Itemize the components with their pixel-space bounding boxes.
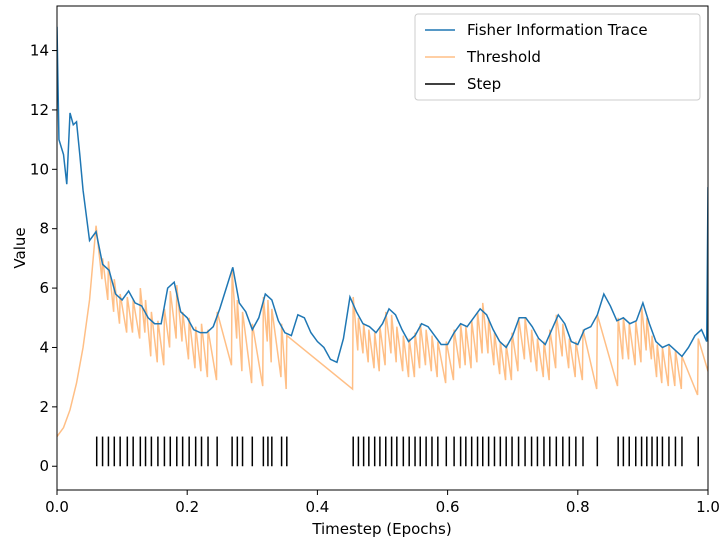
x-tick-label: 0.8 xyxy=(566,498,590,516)
legend-label: Step xyxy=(467,75,501,93)
x-tick-label: 0.4 xyxy=(305,498,329,516)
x-tick-label: 0.6 xyxy=(436,498,460,516)
plot-area xyxy=(57,26,708,467)
legend-label: Threshold xyxy=(466,48,541,66)
x-tick-label: 0.0 xyxy=(45,498,69,516)
line-series xyxy=(57,26,708,364)
x-axis-label: Timestep (Epochs) xyxy=(311,520,451,538)
y-tick-label: 10 xyxy=(30,160,49,178)
x-tick-label: 1.0 xyxy=(696,498,720,516)
y-tick-label: 0 xyxy=(39,457,49,475)
y-tick-label: 4 xyxy=(39,338,49,356)
y-tick-label: 6 xyxy=(39,279,49,297)
y-tick-label: 2 xyxy=(39,398,49,416)
y-tick-label: 12 xyxy=(30,101,49,119)
x-tick-label: 0.2 xyxy=(175,498,199,516)
legend-label: Fisher Information Trace xyxy=(467,21,648,39)
y-tick-label: 14 xyxy=(30,42,49,60)
axes-frame xyxy=(56,5,709,491)
y-tick-label: 8 xyxy=(39,220,49,238)
y-axis-label: Value xyxy=(11,227,29,268)
legend-box xyxy=(414,13,701,101)
line-series xyxy=(57,225,708,437)
